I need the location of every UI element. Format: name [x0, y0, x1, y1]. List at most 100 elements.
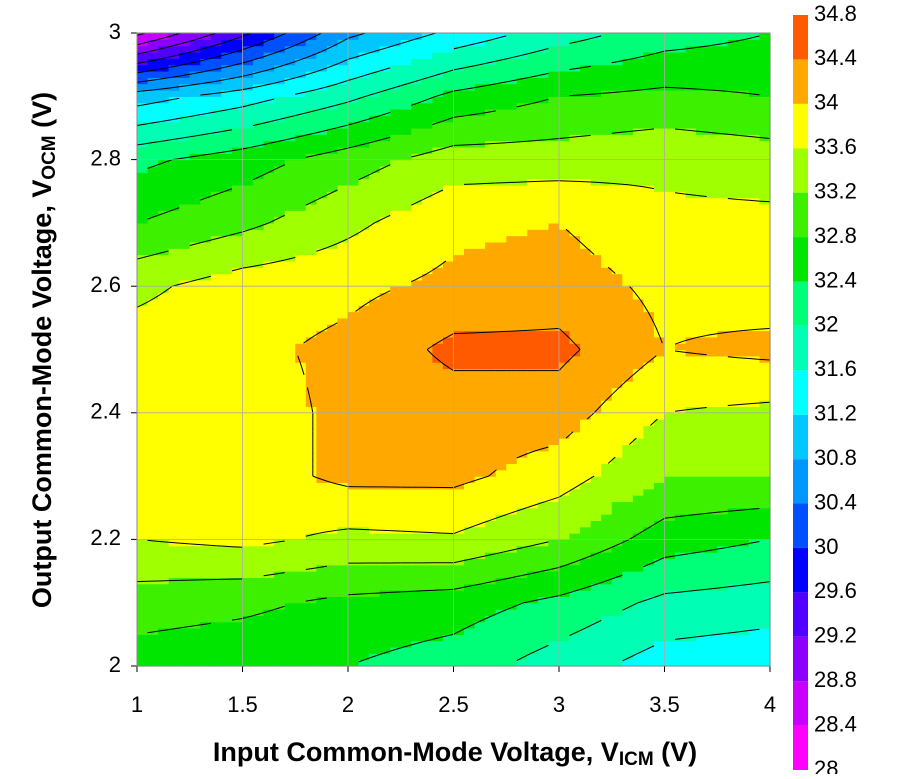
- contour-cell: [685, 621, 697, 629]
- contour-cell: [337, 374, 349, 382]
- contour-cell: [210, 571, 222, 578]
- contour-cell: [274, 134, 286, 142]
- contour-cell: [559, 571, 571, 578]
- contour-cell: [706, 349, 718, 357]
- contour-cell: [147, 260, 159, 268]
- contour-cell: [221, 381, 233, 389]
- contour-cell: [643, 311, 655, 319]
- contour-cell: [611, 412, 623, 420]
- contour-cell: [580, 362, 592, 370]
- contour-cell: [179, 178, 191, 186]
- contour-cell: [632, 349, 644, 357]
- contour-cell: [495, 330, 507, 338]
- contour-cell: [506, 482, 518, 490]
- contour-cell: [738, 267, 750, 275]
- contour-cell: [158, 412, 170, 420]
- contour-cell: [559, 501, 571, 509]
- contour-cell: [548, 317, 560, 325]
- contour-cell: [231, 520, 244, 528]
- contour-cell: [580, 279, 592, 287]
- contour-cell: [738, 178, 750, 186]
- contour-cell: [200, 419, 212, 427]
- contour-cell: [316, 412, 328, 420]
- contour-cell: [432, 615, 444, 623]
- contour-cell: [653, 273, 666, 281]
- contour-cell: [453, 590, 465, 597]
- contour-cell: [559, 203, 571, 211]
- contour-cell: [432, 659, 444, 667]
- contour-cell: [622, 647, 634, 654]
- contour-cell: [485, 425, 497, 433]
- contour-cell: [421, 317, 433, 325]
- contour-cell: [179, 298, 191, 306]
- contour-cell: [189, 349, 201, 357]
- contour-cell: [464, 393, 476, 401]
- contour-cell: [210, 368, 222, 376]
- contour-cell: [295, 653, 307, 661]
- contour-cell: [253, 571, 265, 578]
- contour-cell: [569, 260, 581, 268]
- contour-cell: [664, 431, 676, 439]
- contour-cell: [210, 203, 222, 211]
- contour-cell: [453, 488, 465, 496]
- contour-cell: [432, 279, 444, 287]
- contour-cell: [316, 178, 328, 186]
- contour-cell: [548, 526, 560, 534]
- contour-cell: [485, 381, 497, 389]
- contour-cell: [189, 197, 201, 205]
- contour-cell: [253, 140, 265, 148]
- contour-cell: [253, 431, 265, 439]
- contour-cell: [685, 615, 697, 623]
- contour-cell: [559, 311, 571, 319]
- contour-cell: [706, 463, 718, 471]
- contour-cell: [253, 273, 265, 281]
- contour-cell: [305, 539, 317, 547]
- contour-cell: [316, 482, 328, 490]
- contour-cell: [675, 533, 687, 540]
- contour-cell: [464, 488, 476, 496]
- contour-cell: [295, 216, 307, 224]
- contour-cell: [400, 526, 412, 534]
- contour-cell: [675, 564, 687, 572]
- contour-cell: [242, 564, 254, 572]
- contour-cell: [453, 406, 465, 414]
- contour-cell: [326, 330, 339, 338]
- contour-cell: [495, 349, 507, 357]
- contour-cell: [738, 248, 750, 256]
- contour-cell: [559, 520, 571, 528]
- contour-cell: [358, 393, 370, 401]
- contour-cell: [748, 178, 761, 186]
- contour-cell: [200, 305, 212, 313]
- contour-cell: [274, 628, 286, 635]
- contour-cell: [485, 273, 497, 281]
- contour-cell: [253, 387, 265, 395]
- contour-cell: [326, 96, 339, 104]
- contour-cell: [717, 324, 729, 332]
- contour-cell: [179, 241, 191, 249]
- contour-cell: [611, 178, 623, 186]
- contour-cell: [295, 146, 307, 154]
- contour-cell: [253, 425, 265, 433]
- contour-cell: [559, 273, 571, 281]
- contour-cell: [295, 108, 307, 116]
- contour-cell: [263, 457, 275, 465]
- contour-cell: [706, 507, 718, 515]
- contour-cell: [516, 210, 528, 218]
- contour-cell: [179, 311, 191, 319]
- contour-cell: [210, 438, 222, 446]
- contour-cell: [274, 463, 286, 471]
- contour-cell: [231, 311, 244, 319]
- contour-cell: [759, 495, 771, 503]
- contour-cell: [189, 368, 201, 376]
- contour-cell: [210, 134, 222, 142]
- contour-cell: [442, 431, 455, 439]
- contour-cell: [421, 336, 433, 344]
- contour-cell: [580, 330, 592, 338]
- contour-cell: [559, 235, 571, 243]
- contour-cell: [601, 444, 613, 452]
- contour-cell: [537, 235, 550, 243]
- contour-cell: [727, 501, 739, 509]
- contour-cell: [284, 463, 296, 471]
- contour-cell: [622, 216, 634, 224]
- contour-cell: [263, 425, 275, 433]
